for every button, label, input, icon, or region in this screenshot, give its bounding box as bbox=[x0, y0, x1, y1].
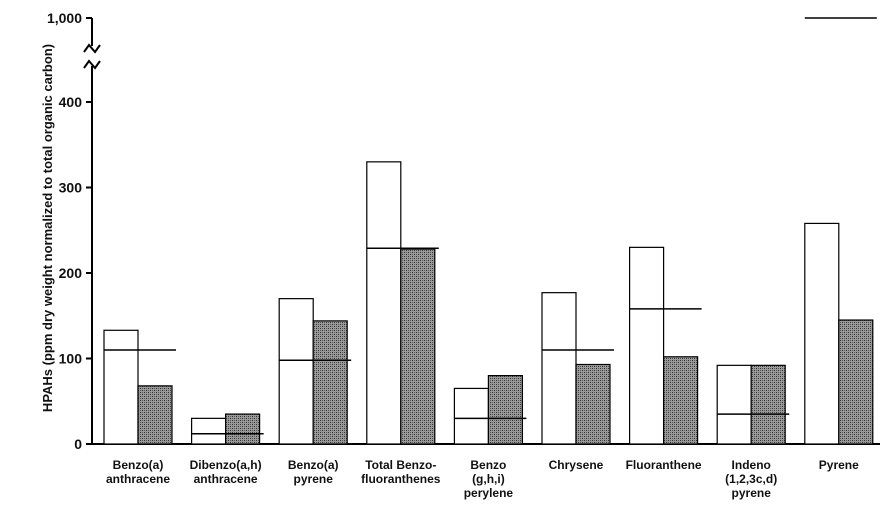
category-label: Pyrene bbox=[819, 458, 859, 472]
category-label: Benzo(a) anthracene bbox=[106, 458, 170, 486]
axis-break-mark-top bbox=[83, 43, 101, 54]
category-label: Benzo (g,h,i) perylene bbox=[464, 458, 514, 500]
bar-shaded bbox=[838, 319, 874, 445]
axis-break-mark-bottom bbox=[83, 59, 101, 70]
bar-open bbox=[453, 387, 489, 445]
bar-shaded bbox=[400, 248, 436, 445]
y-tick-label: 100 bbox=[59, 351, 83, 367]
bar-shaded bbox=[575, 363, 611, 445]
bar-open bbox=[103, 329, 139, 445]
y-tick-label: 400 bbox=[59, 94, 83, 110]
bar-shaded bbox=[137, 385, 173, 445]
bar-shaded bbox=[225, 413, 261, 445]
bar-open bbox=[278, 298, 314, 445]
reference-lines bbox=[104, 17, 877, 435]
bar-open bbox=[191, 417, 227, 445]
category-label: Dibenzo(a,h) anthracene bbox=[190, 458, 262, 486]
bar-open bbox=[628, 246, 665, 445]
bar-shaded bbox=[662, 356, 699, 445]
y-tick-label: 200 bbox=[59, 265, 83, 281]
bar-open bbox=[804, 222, 840, 445]
category-label: Indeno (1,2,3c,d) pyrene bbox=[725, 458, 777, 500]
bar-open bbox=[716, 364, 752, 445]
bar-shaded bbox=[312, 320, 348, 445]
category-label: Chrysene bbox=[549, 458, 604, 472]
bar-open bbox=[366, 161, 402, 445]
bar-open bbox=[541, 292, 577, 445]
bar-shaded bbox=[487, 375, 523, 445]
y-tick-label: 300 bbox=[59, 180, 83, 196]
y-tick-label: 1,000 bbox=[47, 10, 82, 26]
category-label: Benzo(a) pyrene bbox=[288, 458, 339, 486]
category-label: Total Benzo-fluoranthenes bbox=[361, 458, 441, 486]
bars bbox=[103, 161, 874, 445]
bar-shaded bbox=[750, 364, 786, 445]
y-axis-label: HPAHs (ppm dry weight normalized to tota… bbox=[40, 44, 55, 412]
y-tick-label: 0 bbox=[74, 436, 82, 452]
x-axis-categories: Benzo(a) anthracene Dibenzo(a,h) anthracene… bbox=[106, 458, 859, 500]
category-label: Fluoranthene bbox=[626, 458, 702, 472]
y-axis-ticks: 0 100 200 300 400 1,000 bbox=[47, 10, 92, 452]
